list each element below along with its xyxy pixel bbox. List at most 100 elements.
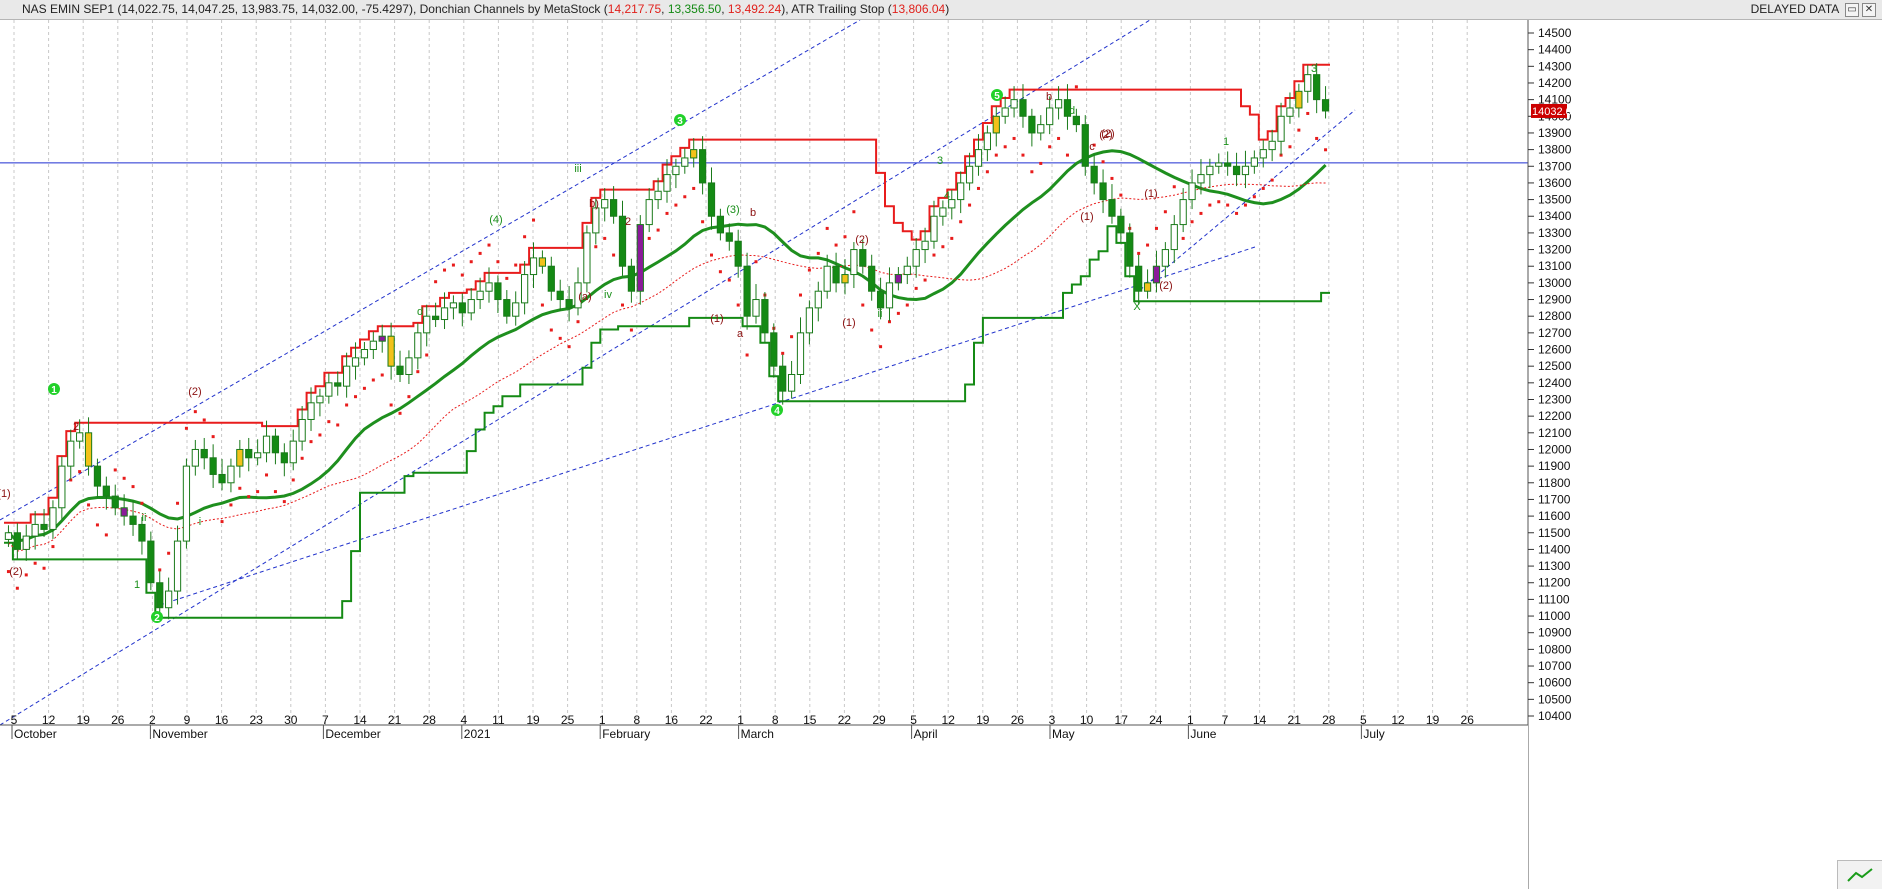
wave-label: 3: [1311, 63, 1317, 75]
atr-dot: [460, 273, 464, 277]
date-label: 12: [42, 713, 56, 727]
date-label: 11: [492, 713, 505, 727]
candle-body: [814, 290, 822, 309]
candle-body: [58, 465, 66, 509]
restore-icon[interactable]: ▭: [1845, 2, 1859, 17]
candle-body: [1081, 124, 1089, 167]
price-label: 12600: [1538, 343, 1572, 357]
atr-dot: [1110, 176, 1114, 180]
atr-dot: [1172, 185, 1176, 189]
atr-dot: [505, 276, 509, 280]
wave-label: (2): [1099, 129, 1112, 141]
price-chart[interactable]: 12345(1)(2)21iii(2)(1)(3)(4)iiiiv(a)b)(2…: [0, 20, 1882, 889]
candle-body: [405, 357, 413, 375]
atr-dot: [407, 395, 411, 399]
candle-body: [1232, 165, 1241, 176]
price-label: 12300: [1538, 392, 1572, 406]
atr-dot: [104, 533, 108, 537]
wave-label: a: [737, 328, 744, 340]
candle-body: [191, 448, 199, 467]
candle-body: [476, 290, 484, 301]
atr-dot: [1092, 143, 1096, 147]
atr-dot: [532, 218, 536, 222]
atr-dot: [362, 386, 366, 390]
donchian-open-paren: (: [603, 2, 608, 16]
candle-body: [734, 240, 742, 267]
candle-body: [894, 274, 902, 284]
wave-label: (2): [1101, 128, 1114, 140]
price-axis[interactable]: 1450014400143001420014100140001390013800…: [1527, 20, 1882, 889]
candle-body: [565, 299, 573, 309]
candle-body: [556, 290, 564, 301]
atr-dot: [122, 476, 126, 480]
month-label: 2021: [464, 727, 491, 741]
circled-wave-marker: [991, 89, 1003, 101]
donchian-upper-value: 14,217.75: [607, 2, 662, 16]
month-label: June: [1190, 727, 1216, 741]
atr-dot: [238, 486, 242, 490]
candle-body: [245, 448, 253, 459]
price-label: 12700: [1538, 326, 1572, 340]
atr-dot: [1297, 128, 1301, 132]
date-label: 23: [250, 713, 264, 727]
candle-body: [992, 115, 1000, 134]
wave-label: b): [589, 198, 599, 210]
candle-body: [520, 274, 529, 304]
candle-body: [654, 190, 662, 201]
atr-close-paren: ): [945, 2, 950, 16]
wave-label: ii: [878, 308, 883, 320]
candle-body: [1170, 224, 1178, 251]
candle-body: [725, 232, 733, 242]
atr-dot: [1270, 178, 1274, 182]
atr-open-paren: (: [887, 2, 892, 16]
close-icon[interactable]: ✕: [1862, 2, 1876, 17]
price-label: 14400: [1538, 43, 1572, 57]
candle-body: [1268, 140, 1276, 151]
price-label: 13300: [1538, 226, 1572, 240]
price-label: 14200: [1538, 76, 1572, 90]
atr-dot: [24, 573, 28, 577]
date-axis-bg: [0, 725, 1528, 889]
wave-label: (2): [9, 566, 22, 578]
date-label: 2: [149, 713, 156, 727]
atr-dot: [1199, 211, 1203, 215]
atr-dot: [300, 456, 304, 460]
date-label: 8: [772, 713, 779, 727]
month-label: November: [152, 727, 207, 741]
atr-dot: [42, 566, 46, 570]
atr-dot: [843, 235, 847, 239]
atr-dot: [33, 561, 37, 565]
candle-body: [423, 315, 431, 334]
date-label: 26: [111, 713, 125, 727]
donchian-upper-band: [4, 63, 1330, 524]
atr-dot: [968, 203, 972, 207]
atr-dot: [923, 278, 927, 282]
price-label: 13800: [1538, 143, 1572, 157]
date-label: 1: [599, 713, 606, 727]
atr-dot: [327, 420, 331, 424]
date-label: 12: [1391, 713, 1405, 727]
atr-dot: [1252, 195, 1256, 199]
donchian-lower-value: 13,356.50: [667, 2, 722, 16]
ohlc-values: (14,022.75, 14,047.25, 13,983.75, 14,032…: [117, 2, 417, 16]
candle-body: [761, 299, 769, 334]
atr-dot: [1163, 210, 1167, 214]
price-label: 10600: [1538, 676, 1572, 690]
candle-body: [1188, 182, 1196, 201]
candle-body: [280, 452, 288, 464]
atr-dot: [425, 353, 429, 357]
chart-corner-tool[interactable]: [1837, 860, 1882, 889]
atr-dot: [247, 495, 251, 499]
candle-body: [467, 299, 475, 314]
wave-label: iii: [574, 163, 581, 175]
price-label: 13400: [1538, 209, 1572, 223]
atr-dot: [612, 253, 616, 257]
date-axis[interactable]: 5 12 19 26 2 9 16 23 30 7 14 21 28 4 11 19 25 1 8 16 22 1 8 15 2…: [0, 713, 1528, 889]
wave-label: (1): [1144, 188, 1157, 200]
wave-label: 1: [134, 579, 140, 591]
candle-body: [957, 182, 965, 201]
candle-body: [939, 207, 947, 217]
candle-body: [787, 374, 796, 392]
atr-dot: [434, 280, 438, 284]
date-label: 22: [699, 713, 713, 727]
